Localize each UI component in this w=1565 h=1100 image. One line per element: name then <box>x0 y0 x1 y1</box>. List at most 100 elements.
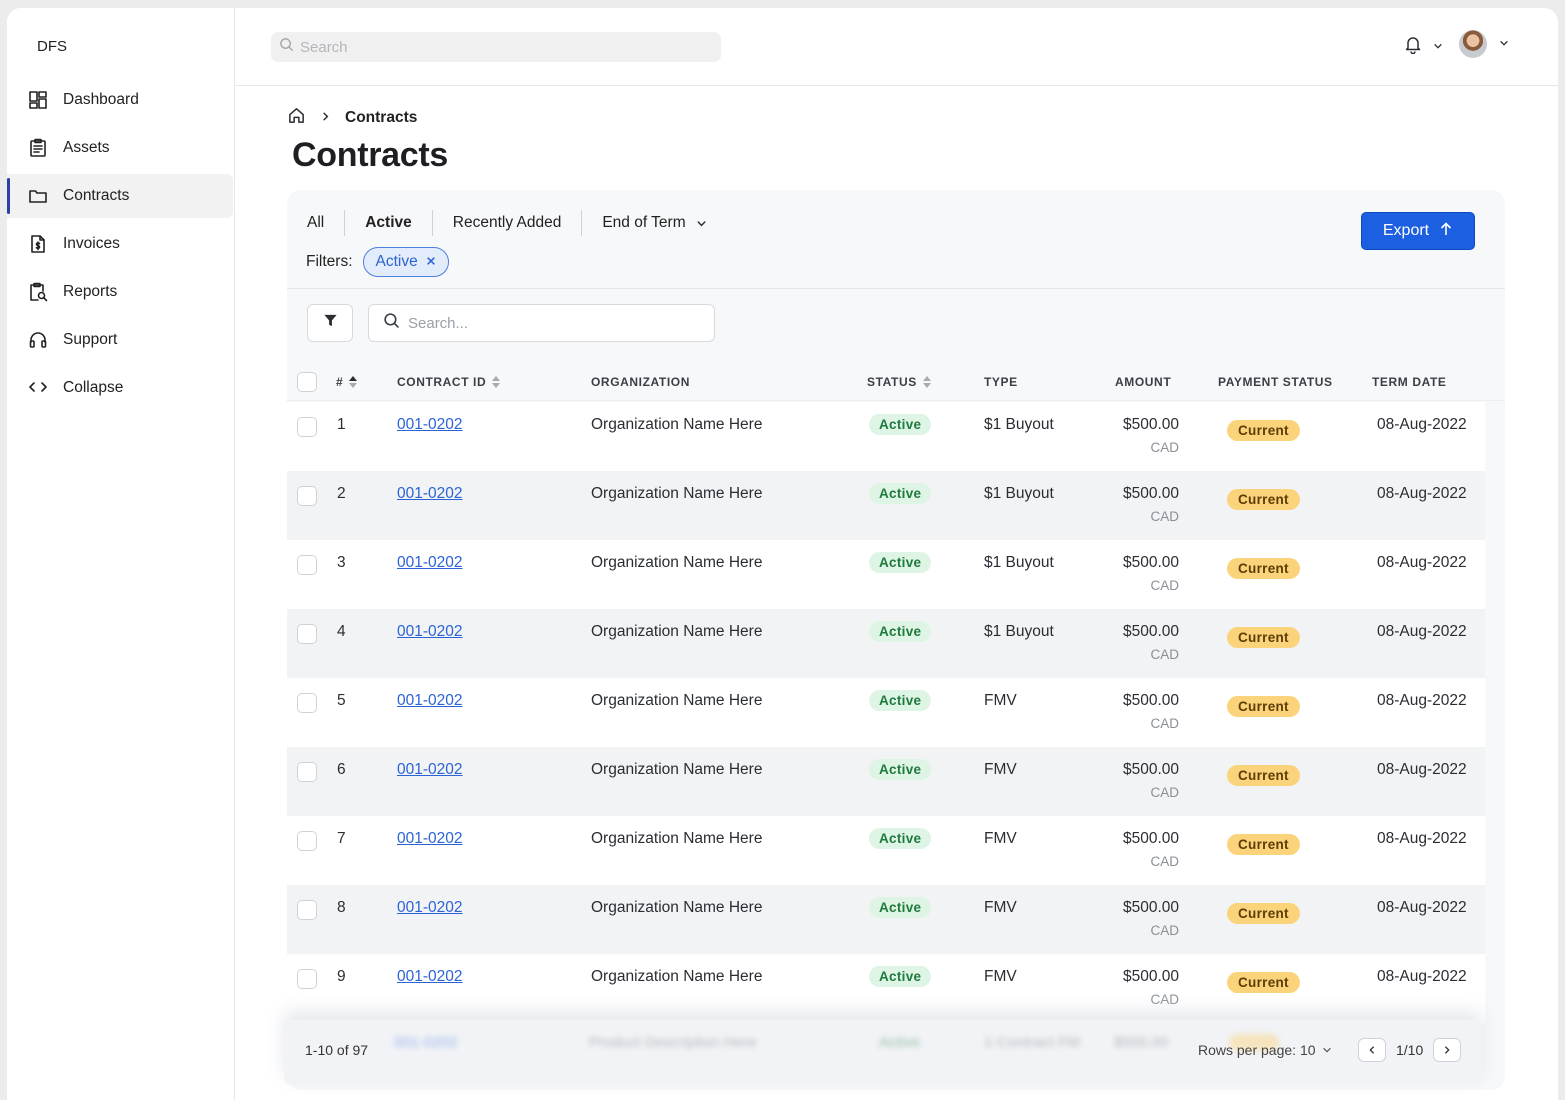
sidebar-item-collapse[interactable]: Collapse <box>7 366 233 410</box>
table-row[interactable]: 5 001-0202 Organization Name Here Active FMV… <box>287 678 1485 747</box>
table-row[interactable]: 8 001-0202 Organization Name Here Active FMV… <box>287 885 1485 954</box>
filter-chip-active[interactable]: Active <box>362 247 449 277</box>
sidebar-item-dashboard[interactable]: Dashboard <box>7 78 233 122</box>
contract-id-link[interactable]: 001-0202 <box>397 761 463 778</box>
scrolled-row-preview: 001-0202 Product Description Here Active… <box>394 1034 1280 1051</box>
sort-icon[interactable] <box>349 376 358 388</box>
status-badge: Active <box>869 621 932 642</box>
row-number: 4 <box>337 623 346 640</box>
sidebar-item-reports[interactable]: Reports <box>7 270 233 314</box>
contract-id-link[interactable]: 001-0202 <box>397 830 463 847</box>
sidebar-item-label: Invoices <box>63 235 120 252</box>
table-header: # CONTRACT ID ORGANIZATION STATUS TYPE A… <box>287 363 1505 401</box>
row-number: 6 <box>337 761 346 778</box>
table-row[interactable]: 3 001-0202 Organization Name Here Active $1 … <box>287 540 1485 609</box>
sidebar-item-invoices[interactable]: Invoices <box>7 222 233 266</box>
row-checkbox[interactable] <box>297 417 317 437</box>
chevron-down-icon[interactable] <box>1433 38 1443 56</box>
sidebar-item-label: Collapse <box>63 379 124 396</box>
payment-status-badge: Current <box>1227 558 1300 579</box>
filter-chip-label: Active <box>375 253 418 270</box>
filters-label: Filters: <box>306 253 353 270</box>
folder-icon <box>27 185 49 207</box>
export-button[interactable]: Export <box>1361 212 1475 250</box>
contract-type: $1 Buyout <box>984 416 1054 433</box>
amount-cell: $500.00 CAD <box>1109 899 1179 938</box>
tab-bar: All Active Recently Added End of Term <box>307 210 727 236</box>
column-header-contract-id[interactable]: CONTRACT ID <box>397 363 501 401</box>
status-badge: Active <box>869 552 932 573</box>
contract-id-link[interactable]: 001-0202 <box>397 485 463 502</box>
amount-value: $500.00 <box>1122 692 1179 709</box>
close-icon[interactable] <box>426 253 436 271</box>
sidebar-item-contracts[interactable]: Contracts <box>7 174 233 218</box>
row-number: 9 <box>337 968 346 985</box>
row-number: 2 <box>337 485 346 502</box>
global-search-input[interactable] <box>300 38 700 56</box>
row-checkbox[interactable] <box>297 624 317 644</box>
column-header-organization: ORGANIZATION <box>591 363 690 401</box>
contract-type: FMV <box>984 761 1017 778</box>
row-number: 3 <box>337 554 346 571</box>
payment-status-badge: Current <box>1227 765 1300 786</box>
filter-button[interactable] <box>307 304 353 342</box>
contract-id-link[interactable]: 001-0202 <box>397 968 463 985</box>
tab-active[interactable]: Active <box>344 210 432 236</box>
table-row[interactable]: 7 001-0202 Organization Name Here Active FMV… <box>287 816 1485 885</box>
sidebar-item-support[interactable]: Support <box>7 318 233 362</box>
active-filters: Filters: Active <box>306 247 449 277</box>
row-checkbox[interactable] <box>297 555 317 575</box>
amount-value: $500.00 <box>1122 899 1179 916</box>
organization-name: Organization Name Here <box>591 416 763 433</box>
contract-id-link[interactable]: 001-0202 <box>397 416 463 433</box>
user-menu[interactable] <box>1459 30 1509 58</box>
sidebar: DFS Dashboard Assets Contracts <box>7 8 235 1100</box>
payment-status-badge: Current <box>1227 696 1300 717</box>
avatar[interactable] <box>1459 30 1487 58</box>
row-checkbox[interactable] <box>297 762 317 782</box>
table-row[interactable]: 6 001-0202 Organization Name Here Active FMV… <box>287 747 1485 816</box>
table-row[interactable]: 2 001-0202 Organization Name Here Active $1 … <box>287 471 1485 540</box>
chevron-down-icon[interactable] <box>1499 35 1509 53</box>
chevron-left-icon <box>1369 1046 1375 1054</box>
previous-page-button[interactable] <box>1358 1038 1386 1062</box>
select-all-checkbox[interactable] <box>297 372 317 392</box>
rows-per-page-select[interactable]: Rows per page: 10 <box>1198 1042 1332 1058</box>
notifications-menu[interactable] <box>1403 34 1443 59</box>
tab-recently-added[interactable]: Recently Added <box>431 210 582 236</box>
table-row[interactable]: 9 001-0202 Organization Name Here Active FMV… <box>287 954 1485 1023</box>
home-icon[interactable] <box>287 106 306 130</box>
tab-end-of-term[interactable]: End of Term <box>581 210 726 236</box>
amount-currency: CAD <box>1150 854 1179 869</box>
sort-icon[interactable] <box>922 376 931 388</box>
bell-icon[interactable] <box>1403 34 1423 59</box>
contract-id-link[interactable]: 001-0202 <box>397 899 463 916</box>
contract-type: FMV <box>984 830 1017 847</box>
row-checkbox[interactable] <box>297 831 317 851</box>
column-header-status[interactable]: STATUS <box>867 363 931 401</box>
sort-icon[interactable] <box>492 376 501 388</box>
row-checkbox[interactable] <box>297 693 317 713</box>
amount-cell: $500.00 CAD <box>1109 623 1179 662</box>
organization-name: Organization Name Here <box>591 485 763 502</box>
organization-name: Organization Name Here <box>591 761 763 778</box>
column-header-number[interactable]: # <box>336 363 358 401</box>
next-page-button[interactable] <box>1433 1038 1462 1062</box>
contract-id-link[interactable]: 001-0202 <box>397 692 463 709</box>
amount-value: $500.00 <box>1122 485 1179 502</box>
term-date: 08-Aug-2022 <box>1377 554 1467 571</box>
amount-currency: CAD <box>1150 440 1179 455</box>
row-checkbox[interactable] <box>297 486 317 506</box>
amount-cell: $500.00 CAD <box>1109 830 1179 869</box>
row-checkbox[interactable] <box>297 900 317 920</box>
sidebar-item-assets[interactable]: Assets <box>7 126 233 170</box>
table-search-input[interactable] <box>408 314 698 332</box>
table-row[interactable]: 4 001-0202 Organization Name Here Active $1 … <box>287 609 1485 678</box>
contract-id-link[interactable]: 001-0202 <box>397 623 463 640</box>
contract-id-link[interactable]: 001-0202 <box>397 554 463 571</box>
amount-currency: CAD <box>1150 992 1179 1007</box>
table-row[interactable]: 1 001-0202 Organization Name Here Active $1 … <box>287 402 1485 471</box>
row-checkbox[interactable] <box>297 969 317 989</box>
amount-cell: $500.00 CAD <box>1109 692 1179 731</box>
tab-all[interactable]: All <box>307 214 325 231</box>
